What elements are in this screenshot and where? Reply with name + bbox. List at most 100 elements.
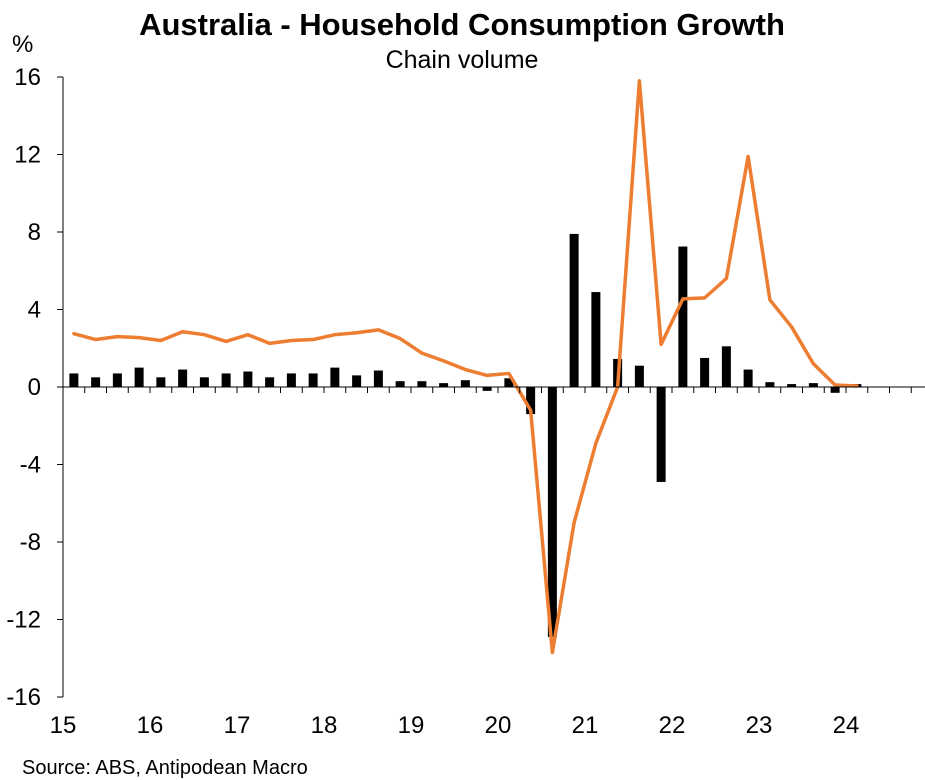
line-point-annual-change bbox=[790, 326, 793, 328]
line-point-annual-change bbox=[595, 442, 597, 444]
bar-quarterly-change bbox=[265, 377, 275, 387]
y-tick-label: 4 bbox=[28, 297, 41, 324]
bar-quarterly-change bbox=[700, 357, 710, 387]
chart-title: Australia - Household Consumption Growth bbox=[139, 7, 785, 42]
line-point-annual-change bbox=[573, 521, 575, 524]
bar-quarterly-change bbox=[547, 387, 557, 637]
y-tick-label: -8 bbox=[20, 529, 41, 556]
bar-quarterly-change bbox=[526, 387, 536, 415]
bar-quarterly-change bbox=[178, 369, 188, 387]
chart-subtitle: Chain volume bbox=[386, 46, 539, 74]
bar-quarterly-change bbox=[765, 382, 775, 387]
line-series-layer bbox=[72, 79, 859, 655]
bar-series bbox=[69, 233, 862, 637]
line-point-annual-change bbox=[377, 329, 380, 331]
bar-quarterly-change bbox=[156, 377, 166, 387]
source-note: Source: ABS, Antipodean Macro bbox=[22, 757, 308, 779]
line-point-annual-change bbox=[486, 374, 488, 377]
bar-quarterly-change bbox=[330, 367, 340, 387]
line-point-annual-change bbox=[442, 360, 445, 362]
bar-quarterly-change bbox=[112, 373, 122, 387]
line-point-annual-change bbox=[725, 277, 728, 280]
x-tick-label: 24 bbox=[833, 712, 860, 739]
line-point-annual-change bbox=[73, 332, 75, 335]
y-tick-label: -12 bbox=[6, 607, 41, 634]
bar-quarterly-change bbox=[373, 370, 383, 387]
line-point-annual-change bbox=[334, 333, 336, 336]
bar-quarterly-change bbox=[352, 375, 362, 387]
line-point-annual-change bbox=[116, 335, 119, 338]
line-point-annual-change bbox=[399, 337, 401, 340]
y-tick-label: -16 bbox=[6, 684, 41, 711]
bar-quarterly-change bbox=[504, 378, 514, 387]
line-point-annual-change bbox=[551, 651, 554, 654]
line-point-annual-change bbox=[529, 409, 532, 412]
line-point-annual-change bbox=[290, 339, 293, 342]
bar-quarterly-change bbox=[243, 371, 253, 387]
line-point-annual-change bbox=[203, 333, 206, 336]
line-point-annual-change bbox=[856, 385, 858, 387]
line-point-annual-change bbox=[747, 155, 749, 158]
x-tick-label: 16 bbox=[137, 712, 164, 739]
x-tick-label: 20 bbox=[485, 712, 512, 739]
bar-quarterly-change bbox=[678, 246, 688, 387]
line-point-annual-change bbox=[181, 330, 184, 333]
line-point-annual-change bbox=[355, 331, 358, 334]
y-tick-label: 0 bbox=[28, 374, 41, 401]
x-tick-label: 21 bbox=[572, 712, 599, 739]
line-point-annual-change bbox=[682, 298, 684, 300]
line-point-annual-change bbox=[508, 372, 510, 375]
bar-quarterly-change bbox=[417, 381, 427, 387]
bar-quarterly-change bbox=[69, 373, 79, 387]
line-point-annual-change bbox=[268, 342, 271, 345]
bar-quarterly-change bbox=[439, 383, 449, 387]
x-tick-label: 22 bbox=[659, 712, 686, 739]
y-tick-label: 8 bbox=[28, 219, 41, 246]
x-axis: 15 16 17 18 19 20 21 22 23 24 bbox=[50, 386, 925, 739]
bar-quarterly-change bbox=[787, 384, 797, 387]
y-axis-unit-label: % bbox=[12, 31, 33, 58]
bar-quarterly-change bbox=[199, 377, 209, 387]
line-point-annual-change bbox=[421, 352, 423, 354]
bar-quarterly-change bbox=[569, 233, 579, 387]
y-tick-label: 16 bbox=[14, 64, 41, 91]
bar-quarterly-change bbox=[395, 381, 405, 387]
line-point-annual-change bbox=[834, 384, 836, 386]
line-point-annual-change bbox=[225, 340, 227, 343]
bar-quarterly-change bbox=[656, 387, 666, 482]
bar-quarterly-change bbox=[743, 369, 753, 387]
bar-quarterly-change bbox=[808, 383, 818, 387]
x-tick-label: 15 bbox=[50, 712, 77, 739]
line-annual-change bbox=[72, 79, 859, 655]
x-tick-label: 23 bbox=[746, 712, 773, 739]
x-tick-label: 17 bbox=[224, 712, 251, 739]
line-point-annual-change bbox=[160, 339, 162, 342]
line-point-annual-change bbox=[660, 343, 662, 346]
line-point-annual-change bbox=[703, 297, 706, 299]
bar-quarterly-change bbox=[221, 373, 231, 387]
line-point-annual-change bbox=[812, 362, 815, 365]
line-point-annual-change bbox=[247, 333, 249, 336]
bar-quarterly-change bbox=[286, 373, 296, 387]
bar-quarterly-change bbox=[460, 380, 470, 387]
x-tick-label: 18 bbox=[311, 712, 338, 739]
y-tick-label: -4 bbox=[20, 452, 41, 479]
bar-quarterly-change bbox=[482, 387, 492, 391]
line-point-annual-change bbox=[312, 338, 314, 341]
bar-quarterly-change bbox=[830, 387, 840, 393]
line-point-annual-change bbox=[638, 80, 641, 82]
x-tick-label: 19 bbox=[398, 712, 425, 739]
line-point-annual-change bbox=[138, 336, 140, 339]
bar-quarterly-change bbox=[591, 292, 601, 387]
line-point-annual-change bbox=[94, 338, 97, 341]
y-axis: 16 12 8 4 0 -4 -8 -12 -16 bbox=[6, 64, 64, 711]
bar-quarterly-change bbox=[91, 377, 101, 387]
bar-quarterly-change bbox=[308, 373, 318, 387]
bar-quarterly-change bbox=[721, 346, 731, 387]
line-point-annual-change bbox=[769, 299, 771, 301]
bar-quarterly-change bbox=[634, 365, 644, 387]
bar-quarterly-change bbox=[134, 367, 144, 387]
line-point-annual-change bbox=[464, 368, 467, 371]
y-tick-label: 12 bbox=[14, 142, 41, 169]
